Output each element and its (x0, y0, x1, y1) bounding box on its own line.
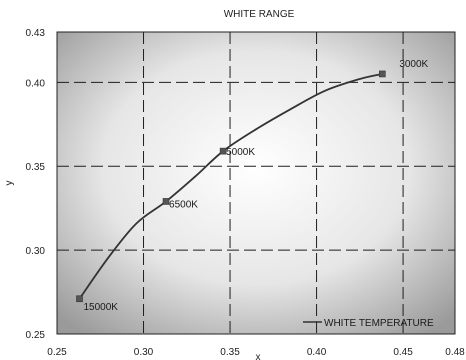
y-tick-label: 0.43 (26, 28, 46, 39)
data-point-marker (162, 198, 170, 205)
grid-lines (57, 32, 455, 334)
data-point-label: 6500K (169, 199, 198, 210)
x-tick-label: 0.35 (220, 347, 240, 358)
data-points: 15000K 6500K 5000K 3000K (76, 59, 429, 313)
data-point-marker (379, 70, 386, 78)
x-tick-label: 0.25 (47, 347, 67, 358)
x-tick-label: 0.40 (307, 347, 327, 358)
y-tick-label: 0.30 (26, 246, 46, 257)
x-axis-label: x (256, 352, 261, 360)
y-tick-label: 0.25 (26, 330, 46, 341)
x-tick-label: 0.48 (445, 347, 465, 358)
x-tick-label: 0.45 (393, 347, 413, 358)
plot-frame (56, 31, 456, 335)
tick-labels: 0.25 0.30 0.35 0.40 0.45 0.48 0.25 0.30 0.35 0.40… (26, 28, 466, 358)
data-point-marker (219, 147, 227, 155)
legend-label: WHITE TEMPERATURE (324, 318, 434, 329)
data-point-label: 3000K (399, 59, 428, 70)
plot-area (57, 32, 455, 334)
data-point-marker (76, 295, 83, 303)
data-point-label: 5000K (226, 147, 255, 158)
chart-title: WHITE RANGE (224, 9, 295, 20)
y-tick-label: 0.40 (26, 78, 46, 89)
y-axis-label: y (4, 181, 15, 186)
data-point-label: 15000K (83, 302, 118, 313)
x-tick-label: 0.30 (134, 347, 154, 358)
y-tick-label: 0.35 (26, 162, 46, 173)
legend: WHITE TEMPERATURE (303, 318, 434, 329)
